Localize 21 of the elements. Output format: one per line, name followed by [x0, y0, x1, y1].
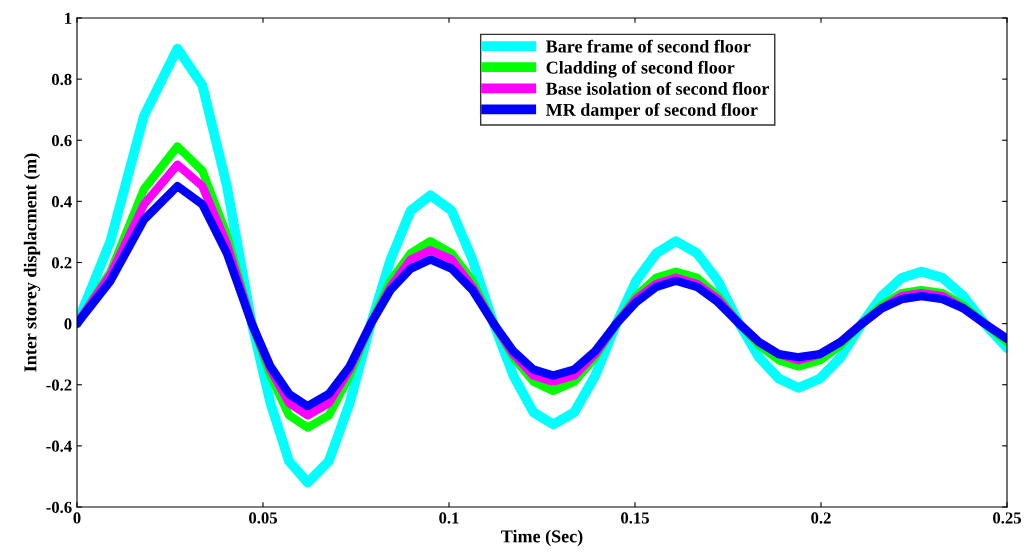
x-tick-label: 0.25	[993, 512, 1021, 524]
y-tick-label: 1	[65, 12, 72, 24]
y-tick-label: -0.6	[46, 501, 72, 514]
x-tick-label: 0.15	[621, 512, 649, 524]
y-tick-label: 0	[64, 318, 72, 330]
x-axis-title: Time (Sec)	[501, 529, 583, 547]
legend-label: Base isolation of second floor	[545, 81, 769, 95]
x-tick-label: 0.05	[249, 512, 277, 524]
y-tick-label: -0.2	[46, 379, 72, 391]
legend-label: MR damper of second floor	[545, 102, 758, 120]
y-tick-label: 0.2	[51, 257, 72, 269]
y-tick-label: 0.8	[51, 73, 72, 86]
x-tick-label: 0.2	[811, 512, 831, 524]
x-tick-label: 0	[73, 512, 81, 524]
legend-label: Bare frame of second floor	[545, 39, 751, 53]
y-tick-label: -0.4	[46, 440, 72, 452]
y-tick-label: 0.6	[51, 134, 72, 147]
x-tick-label: 0.1	[439, 512, 459, 524]
y-tick-label: 0.4	[51, 196, 72, 208]
legend-label: Cladding of second floor	[546, 60, 735, 78]
y-axis-title: Inter storey displacment (m)	[23, 153, 41, 372]
